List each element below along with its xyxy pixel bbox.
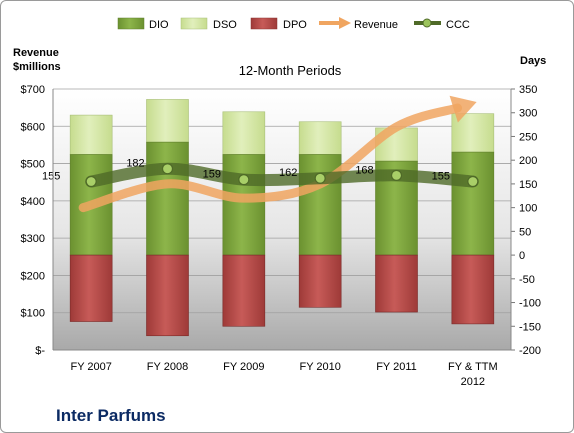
- right-axis-tick-label: 200: [519, 155, 537, 167]
- legend-dso-label: DSO: [213, 19, 237, 31]
- category-label: FY 2010: [299, 361, 340, 373]
- bar-dso: [222, 111, 266, 155]
- category-label-line2: 2012: [461, 376, 485, 388]
- ccc-data-label: 162: [279, 167, 297, 179]
- right-axis-tick-label: 250: [519, 131, 537, 143]
- legend-dpo-label: DPO: [283, 19, 307, 31]
- ccc-marker: [161, 163, 174, 175]
- bar-dso: [69, 114, 113, 155]
- legend-dio: DIO: [117, 17, 169, 31]
- legend-revenue: Revenue: [319, 17, 398, 31]
- left-axis-title-line2: $millions: [13, 61, 61, 73]
- chart-title: 12-Month Periods: [239, 63, 342, 78]
- left-axis-tick-label: $300: [21, 233, 45, 245]
- ccc-data-label: 155: [432, 171, 450, 183]
- category-label: FY 2008: [147, 361, 188, 373]
- left-axis-tick-label: $600: [21, 121, 45, 133]
- left-axis-title-line1: Revenue: [13, 47, 59, 59]
- left-axis-tick-label: $500: [21, 159, 45, 171]
- category-labels: FY 2007 FY 2008 FY 2009 FY 2010 FY 2011 FY & …: [70, 361, 497, 388]
- right-axis-title: Days: [520, 55, 546, 67]
- bar-dpo: [146, 254, 189, 337]
- left-axis-tick-label: $-: [35, 345, 45, 357]
- bar-dso: [146, 99, 189, 143]
- bars: [69, 99, 495, 337]
- ccc-marker: [467, 175, 479, 188]
- ccc-marker: [85, 175, 97, 188]
- legend-dso-swatch: [180, 17, 208, 30]
- right-axis-tick-label: -50: [519, 274, 535, 286]
- right-axis-tick-label: 300: [519, 108, 537, 120]
- legend-dpo-swatch: [250, 17, 278, 30]
- left-axis-tick-label: $200: [21, 270, 45, 282]
- right-axis-ticks: -200 -150 -100 -50 0 50 100 150 200 250 300 350: [511, 84, 541, 357]
- category-label: FY 2011: [376, 361, 417, 373]
- right-axis-tick-label: 0: [519, 250, 525, 262]
- right-axis-tick-label: 50: [519, 226, 531, 238]
- bar-dio: [146, 141, 189, 256]
- right-axis-tick-label: 150: [519, 179, 537, 191]
- plot-area: [53, 89, 511, 350]
- legend-dio-swatch: [117, 17, 145, 30]
- category-label: FY & TTM: [448, 361, 498, 373]
- bar-dso: [298, 121, 342, 155]
- revenue-arrowhead: [449, 95, 477, 123]
- category-label: FY 2009: [223, 361, 264, 373]
- bar-dio: [222, 154, 266, 256]
- ccc-marker: [238, 174, 250, 186]
- ccc-data-label: 168: [355, 164, 373, 176]
- legend-ccc-marker-icon: [422, 18, 432, 28]
- ccc-data-label: 159: [203, 169, 221, 181]
- company-name: Inter Parfums: [56, 406, 166, 425]
- bar-dpo: [69, 254, 113, 322]
- left-axis-tick-label: $700: [21, 84, 45, 96]
- right-axis-tick-label: -150: [519, 321, 541, 333]
- left-axis-ticks: $- $100 $200 $300 $400 $500 $600 $700: [21, 84, 46, 357]
- bar-dpo: [298, 254, 342, 308]
- revenue-line: [78, 103, 463, 213]
- ccc-data-label: 155: [42, 171, 60, 183]
- bar-dio: [451, 151, 495, 256]
- legend-ccc: CCC: [414, 18, 470, 31]
- right-axis-tick-label: 100: [519, 203, 537, 215]
- legend-revenue-arrowhead-icon: [339, 17, 351, 29]
- left-axis-tick-label: $400: [21, 196, 45, 208]
- lines: 155 182 159 162 168 155: [42, 95, 479, 213]
- legend-dso: DSO: [180, 17, 237, 31]
- bar-dpo: [451, 254, 495, 325]
- legend-dpo: DPO: [250, 17, 307, 31]
- ccc-marker: [314, 172, 326, 184]
- bar-dpo: [375, 254, 418, 313]
- ccc-marker: [390, 169, 403, 181]
- legend: DIO DSO DPO Revenue CCC: [117, 17, 470, 31]
- left-axis-tick-label: $100: [21, 308, 45, 320]
- legend-revenue-label: Revenue: [354, 19, 398, 31]
- ccc-line: [85, 162, 479, 188]
- bar-dpo: [222, 254, 266, 327]
- right-axis-tick-label: 350: [519, 84, 537, 96]
- right-axis-tick-label: -200: [519, 345, 541, 357]
- legend-ccc-label: CCC: [446, 19, 470, 31]
- ccc-data-label: 182: [126, 158, 144, 170]
- legend-dio-label: DIO: [149, 19, 169, 31]
- category-label: FY 2007: [70, 361, 111, 373]
- right-axis-tick-label: -100: [519, 298, 541, 310]
